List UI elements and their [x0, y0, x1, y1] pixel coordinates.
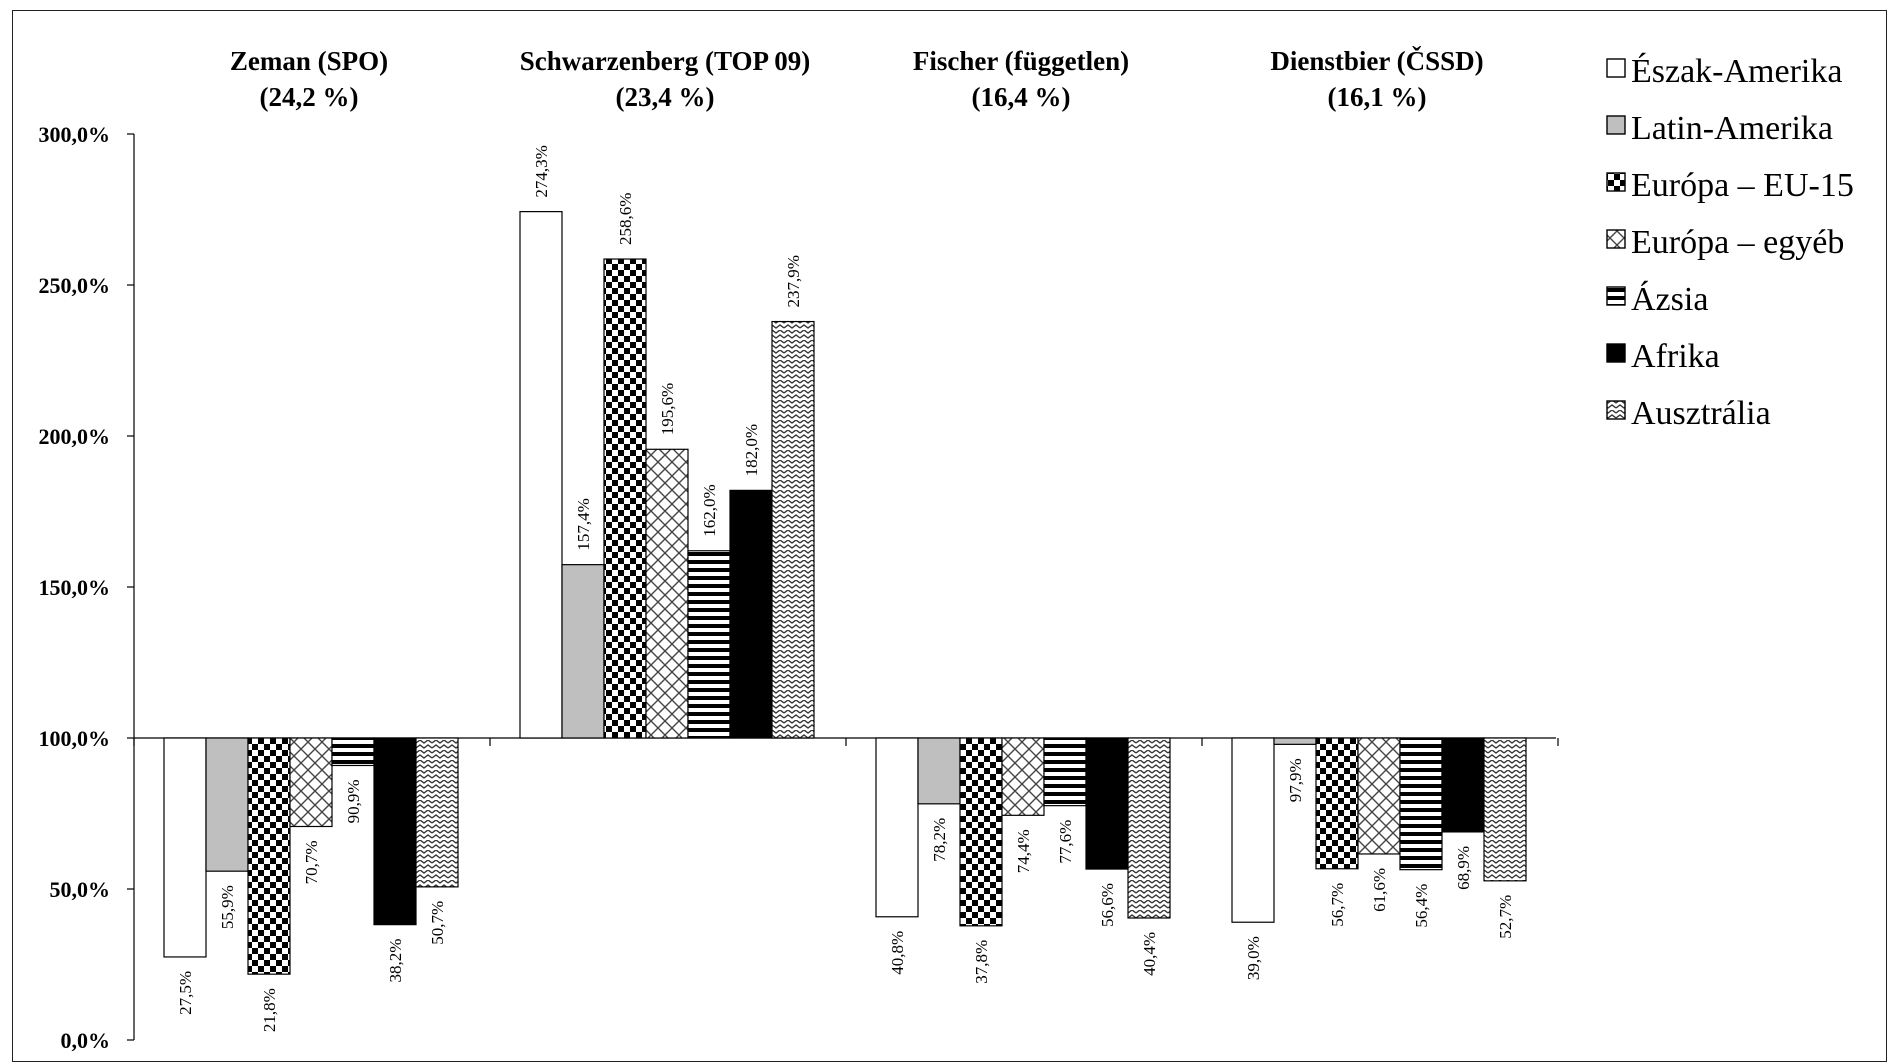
data-label: 74,4% — [1014, 829, 1033, 873]
category-title: Zeman (SPO) — [230, 46, 388, 76]
y-tick-label: 200,0% — [39, 424, 111, 449]
data-label: 56,4% — [1412, 884, 1431, 928]
data-label: 274,3% — [532, 145, 551, 197]
data-label: 55,9% — [218, 885, 237, 929]
data-label: 38,2% — [386, 939, 405, 983]
bar — [519, 211, 563, 739]
category-share: (23,4 %) — [616, 82, 715, 112]
bar — [1399, 737, 1443, 871]
bar — [1001, 737, 1045, 816]
data-label: 56,6% — [1098, 883, 1117, 927]
chart-frame — [12, 10, 1887, 1062]
y-tick-label: 50,0% — [50, 877, 111, 902]
data-label: 90,9% — [344, 779, 363, 823]
data-label: 182,0% — [742, 424, 761, 476]
data-label: 162,0% — [700, 484, 719, 536]
legend-label: Európa – egyéb — [1631, 224, 1844, 261]
data-label: 37,8% — [972, 940, 991, 984]
bar — [247, 737, 291, 975]
bar — [1043, 737, 1087, 807]
data-label: 77,6% — [1056, 820, 1075, 864]
bar — [1315, 737, 1359, 870]
bar — [1441, 737, 1485, 833]
category-title: Schwarzenberg (TOP 09) — [520, 46, 810, 76]
bar — [603, 258, 647, 739]
bar — [415, 737, 459, 888]
legend-swatch — [1606, 115, 1626, 135]
data-label: 70,7% — [302, 840, 321, 884]
bar — [1127, 737, 1171, 919]
bar — [373, 737, 417, 926]
data-label: 50,7% — [428, 901, 447, 945]
data-label: 27,5% — [176, 971, 195, 1015]
bar — [205, 737, 249, 872]
data-label: 52,7% — [1496, 895, 1515, 939]
y-tick-label: 150,0% — [39, 575, 111, 600]
data-label: 237,9% — [784, 255, 803, 307]
legend-swatch — [1606, 286, 1626, 306]
data-label: 157,4% — [574, 498, 593, 550]
bar — [687, 550, 731, 739]
data-label: 40,4% — [1140, 932, 1159, 976]
category-title: Dienstbier (ČSSD) — [1270, 46, 1483, 76]
y-tick-label: 300,0% — [39, 122, 111, 147]
data-label: 40,8% — [888, 931, 907, 975]
bar — [289, 737, 333, 828]
data-label: 258,6% — [616, 193, 635, 245]
bar — [875, 737, 919, 918]
legend-label: Észak-Amerika — [1631, 53, 1842, 90]
legend-label: Ázsia — [1631, 281, 1708, 318]
legend-label: Afrika — [1631, 338, 1720, 375]
bar — [645, 448, 689, 739]
bar — [1357, 737, 1401, 855]
bar — [163, 737, 207, 958]
data-label: 78,2% — [930, 818, 949, 862]
bar — [1085, 737, 1129, 870]
bar — [959, 737, 1003, 927]
data-label: 21,8% — [260, 988, 279, 1032]
y-tick-label: 0,0% — [61, 1028, 111, 1053]
legend-swatch — [1606, 400, 1626, 420]
bar — [917, 737, 961, 805]
bar — [729, 489, 773, 739]
bar — [1273, 737, 1317, 745]
y-tick-label: 100,0% — [39, 726, 111, 751]
bar — [1483, 737, 1527, 882]
legend-label: Európa – EU-15 — [1631, 167, 1854, 204]
bar — [1231, 737, 1275, 923]
data-label: 39,0% — [1244, 936, 1263, 980]
legend-swatch — [1606, 172, 1626, 192]
legend-label: Latin-Amerika — [1631, 110, 1833, 147]
legend-label: Ausztrália — [1631, 395, 1771, 432]
legend-swatch — [1606, 343, 1626, 363]
data-label: 97,9% — [1286, 758, 1305, 802]
bar — [771, 320, 815, 739]
legend-swatch — [1606, 58, 1626, 78]
y-tick-label: 250,0% — [39, 273, 111, 298]
data-label: 195,6% — [658, 383, 677, 435]
category-share: (24,2 %) — [260, 82, 359, 112]
legend-swatch — [1606, 229, 1626, 249]
bar — [561, 564, 605, 739]
category-share: (16,4 %) — [972, 82, 1071, 112]
data-label: 68,9% — [1454, 846, 1473, 890]
data-label: 61,6% — [1370, 868, 1389, 912]
data-label: 56,7% — [1328, 883, 1347, 927]
category-title: Fischer (független) — [913, 46, 1129, 76]
category-share: (16,1 %) — [1328, 82, 1427, 112]
bar — [331, 737, 375, 767]
